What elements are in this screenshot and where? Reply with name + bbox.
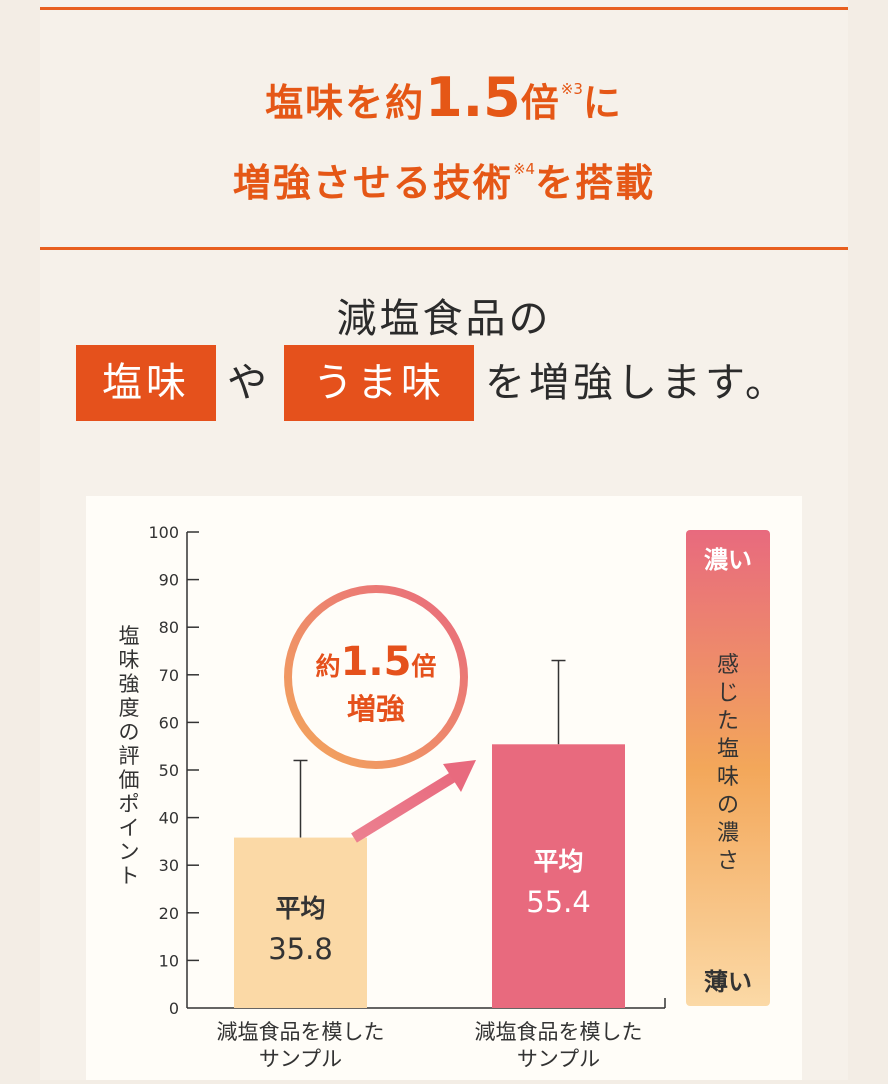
y-axis-label-char: 塩 <box>119 624 140 648</box>
y-tick-label: 100 <box>148 523 179 542</box>
scale-middle-label-char: た <box>717 709 739 734</box>
y-axis-label-char: 評 <box>119 744 140 768</box>
y-tick-label: 90 <box>159 571 179 590</box>
y-tick-label: 70 <box>159 666 179 685</box>
headline-text: を搭載 <box>535 161 656 205</box>
headline-text: 増強させる技術 <box>232 161 513 205</box>
subhead-tail: を増強します。 <box>485 360 789 406</box>
bottom-divider <box>40 247 848 250</box>
x-category-label: サンプル <box>517 1047 600 1071</box>
increase-arrow <box>351 769 461 843</box>
tag-umami: うま味 <box>284 345 474 421</box>
footnote-ref: ※4 <box>512 160 536 178</box>
headline-number: 1.5 <box>425 66 521 129</box>
y-tick-label: 50 <box>159 761 179 780</box>
y-tick-label: 60 <box>159 713 179 732</box>
y-axis-label-char: ン <box>119 840 140 864</box>
x-category-label: サンプル <box>259 1047 342 1071</box>
y-tick-label: 30 <box>159 856 179 875</box>
scale-bottom-label: 薄い <box>704 968 752 996</box>
scale-middle-label-char: 感 <box>717 653 739 678</box>
headline-text: に <box>582 81 623 125</box>
subhead-line2: 塩味 や うま味 を増強します。 <box>0 345 888 421</box>
y-axis-label-char: 味 <box>119 648 140 672</box>
subhead-line1: 減塩食品の <box>336 296 552 342</box>
scale-middle-label-char: 濃 <box>717 821 739 846</box>
scale-middle-label-char: 味 <box>717 765 739 790</box>
y-tick-label: 40 <box>159 809 179 828</box>
top-divider <box>40 7 848 10</box>
bar <box>234 837 367 1008</box>
y-tick-label: 0 <box>169 999 179 1018</box>
y-tick-label: 20 <box>159 904 179 923</box>
headline-line1: 塩味を約1.5倍※3に <box>40 66 848 129</box>
x-category-label: 減塩食品を模した <box>217 1020 385 1044</box>
y-axis-label-char: 強 <box>119 672 140 696</box>
scale-gradient-bar <box>686 530 770 1006</box>
scale-top-label: 濃い <box>704 546 752 574</box>
badge-line1: 約1.5倍 <box>316 639 437 685</box>
bar <box>492 744 625 1008</box>
badge-ring <box>284 585 468 769</box>
bar-label-title: 平均 <box>533 847 583 876</box>
footnote-ref: ※3 <box>560 80 583 98</box>
subhead-join: や <box>227 360 271 406</box>
tag-salty: 塩味 <box>76 345 216 421</box>
y-tick-label: 10 <box>159 951 179 970</box>
y-axis-label-char: 価 <box>119 768 140 792</box>
x-category-label: 減塩食品を模した <box>475 1020 643 1044</box>
scale-middle-label-char: じ <box>717 681 739 706</box>
bar-label-title: 平均 <box>275 894 325 923</box>
scale-middle-label-char: さ <box>717 849 739 874</box>
scale-middle-label-char: 塩 <box>717 737 739 762</box>
scale-middle-label-char: の <box>717 793 739 818</box>
y-axis-label-char: ト <box>119 864 140 888</box>
y-axis-label-char: ポ <box>119 792 140 816</box>
chart-panel: 0 10 20 30 40 50 60 70 80 90 100 塩味強度の評価ポイント 平均 35.8… <box>86 496 802 1080</box>
headline-text: 倍 <box>520 81 561 125</box>
y-tick-label: 80 <box>159 618 179 637</box>
headline-text: 塩味を約 <box>265 81 426 125</box>
headline-line2: 増強させる技術※4を搭載 <box>40 152 848 207</box>
increase-arrow-head <box>443 760 476 792</box>
y-axis-label-char: イ <box>119 816 140 840</box>
badge-line2: 増強 <box>347 692 405 726</box>
y-axis-label-char: の <box>119 720 140 744</box>
bar-label-value: 55.4 <box>526 885 591 919</box>
bar-label-value: 35.8 <box>268 932 333 966</box>
y-axis-label-char: 度 <box>119 696 140 720</box>
